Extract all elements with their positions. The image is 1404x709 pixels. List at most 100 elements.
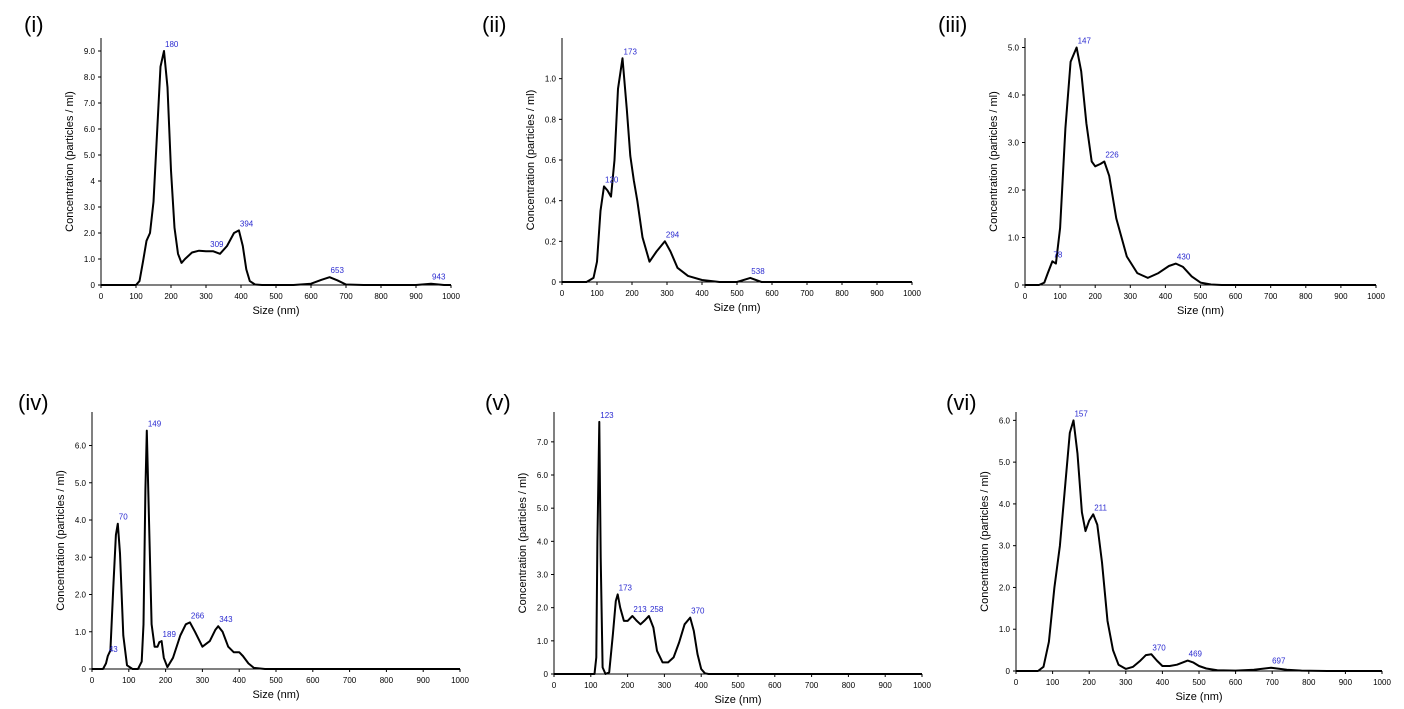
peak-label: 173 — [624, 47, 638, 56]
y-tick-label: 3.0 — [1008, 139, 1020, 148]
x-tick-label: 900 — [1339, 678, 1353, 687]
y-tick-label: 4.0 — [1008, 91, 1020, 100]
panel-label: (iv) — [18, 390, 49, 415]
y-tick-label: 1.0 — [545, 75, 557, 84]
peak-label: 370 — [691, 607, 705, 616]
x-tick-label: 700 — [1264, 292, 1278, 301]
y-tick-label: 5.0 — [75, 479, 87, 488]
peak-label: 213 — [633, 605, 647, 614]
x-tick-label: 800 — [374, 292, 388, 301]
peak-label: 343 — [219, 615, 233, 624]
y-tick-label: 7.0 — [537, 438, 549, 447]
y-tick-label: 1.0 — [84, 255, 96, 264]
y-axis-title: Concentration (particles / ml) — [64, 91, 76, 232]
x-tick-label: 100 — [590, 289, 604, 298]
x-tick-label: 500 — [1192, 678, 1206, 687]
x-tick-label: 1000 — [442, 292, 460, 301]
x-tick-label: 700 — [1266, 678, 1280, 687]
y-tick-label: 4.0 — [537, 537, 549, 546]
x-tick-label: 100 — [1053, 292, 1067, 301]
x-tick-label: 500 — [730, 289, 744, 298]
y-tick-label: 2.0 — [84, 229, 96, 238]
y-tick-label: 2.0 — [1008, 186, 1020, 195]
x-tick-label: 0 — [560, 289, 565, 298]
peak-label: 226 — [1105, 151, 1119, 160]
x-axis-title: Size (nm) — [713, 302, 760, 314]
x-tick-label: 500 — [1194, 292, 1208, 301]
panel-label: (vi) — [946, 390, 977, 415]
x-tick-label: 1000 — [1367, 292, 1385, 301]
y-axis-title: Concentration (particles / ml) — [517, 473, 529, 614]
peak-label: 149 — [148, 420, 162, 429]
peak-label: 120 — [605, 175, 619, 184]
x-tick-label: 900 — [1334, 292, 1348, 301]
distribution-curve — [92, 429, 460, 670]
x-tick-label: 1000 — [903, 289, 921, 298]
x-tick-label: 300 — [1119, 678, 1133, 687]
x-tick-label: 800 — [1302, 678, 1316, 687]
peak-label: 189 — [163, 630, 177, 639]
x-axis-title: Size (nm) — [252, 305, 299, 317]
y-tick-label: 6.0 — [999, 416, 1011, 425]
peak-label: 653 — [331, 266, 345, 275]
y-tick-label: 1.0 — [537, 637, 549, 646]
x-tick-label: 400 — [233, 676, 247, 685]
x-tick-label: 500 — [731, 681, 745, 690]
y-tick-label: 3.0 — [75, 553, 87, 562]
y-tick-label: 8.0 — [84, 73, 96, 82]
peak-label: 394 — [240, 219, 254, 228]
x-tick-label: 500 — [269, 676, 283, 685]
x-tick-label: 800 — [842, 681, 856, 690]
y-tick-label: 9.0 — [84, 47, 96, 56]
y-tick-label: 5.0 — [999, 458, 1011, 467]
x-tick-label: 200 — [1083, 678, 1097, 687]
peak-label: 266 — [191, 611, 205, 620]
x-tick-label: 300 — [658, 681, 672, 690]
distribution-curve — [1016, 419, 1382, 672]
y-tick-label: 4.0 — [75, 516, 87, 525]
x-tick-label: 400 — [1159, 292, 1173, 301]
x-tick-label: 200 — [159, 676, 173, 685]
x-tick-label: 1000 — [913, 681, 931, 690]
x-tick-label: 100 — [584, 681, 598, 690]
distribution-curve — [562, 57, 912, 283]
panel-label: (iii) — [938, 12, 967, 37]
peak-label: 430 — [1177, 253, 1191, 262]
peak-label: 147 — [1078, 37, 1092, 46]
x-tick-label: 200 — [1089, 292, 1103, 301]
x-tick-label: 300 — [196, 676, 210, 685]
x-tick-label: 900 — [870, 289, 884, 298]
x-tick-label: 400 — [234, 292, 248, 301]
peak-label: 538 — [751, 267, 765, 276]
x-tick-label: 600 — [768, 681, 782, 690]
y-tick-label: 2.0 — [537, 604, 549, 613]
x-tick-label: 0 — [1014, 678, 1019, 687]
x-tick-label: 800 — [380, 676, 394, 685]
x-tick-label: 200 — [625, 289, 639, 298]
x-tick-label: 300 — [199, 292, 213, 301]
x-tick-label: 1000 — [1373, 678, 1391, 687]
y-axis-title: Concentration (particles / ml) — [979, 471, 991, 612]
y-tick-label: 0 — [552, 278, 557, 287]
x-tick-label: 100 — [122, 676, 136, 685]
y-tick-label: 0.4 — [545, 197, 557, 206]
x-tick-label: 600 — [306, 676, 320, 685]
peak-label: 123 — [600, 411, 614, 420]
peak-label: 469 — [1189, 650, 1203, 659]
y-tick-label: 2.0 — [999, 583, 1011, 592]
y-tick-label: 3.0 — [999, 542, 1011, 551]
x-tick-label: 700 — [339, 292, 353, 301]
y-tick-label: 6.0 — [75, 442, 87, 451]
peak-label: 211 — [1094, 503, 1107, 512]
x-tick-label: 900 — [417, 676, 431, 685]
y-tick-label: 1.0 — [75, 628, 87, 637]
y-tick-label: 7.0 — [84, 99, 96, 108]
x-tick-label: 0 — [552, 681, 557, 690]
y-tick-label: 0 — [82, 665, 87, 674]
peak-label: 258 — [650, 605, 664, 614]
peak-label: 370 — [1152, 643, 1166, 652]
y-tick-label: 0.6 — [545, 156, 557, 165]
peak-label: 697 — [1272, 657, 1286, 666]
x-tick-label: 200 — [164, 292, 178, 301]
